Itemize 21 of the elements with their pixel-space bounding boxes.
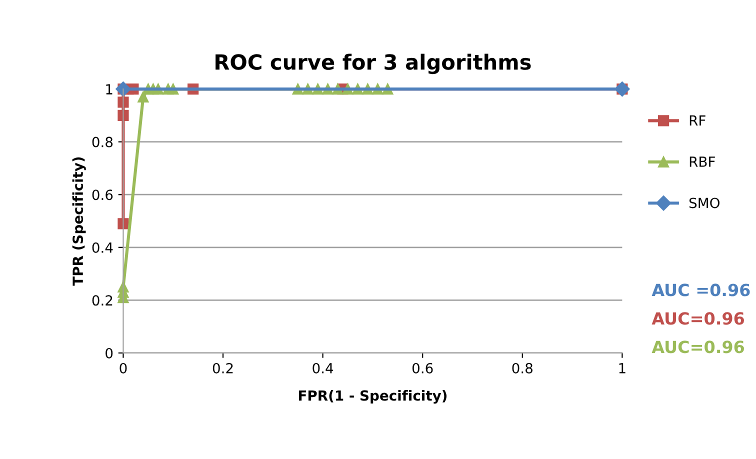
x-tick-label: 0.8 <box>512 362 532 374</box>
x-tick-label: 0.2 <box>212 362 233 374</box>
legend-label: RF <box>690 115 706 126</box>
x-axis-title: FPR(1 - Specificity) <box>298 390 447 404</box>
x-tick-label: 0.4 <box>312 362 334 374</box>
x-tick-label: 0.6 <box>412 362 433 374</box>
y-tick-label: 1 <box>106 84 112 94</box>
text: AUC =0.96 <box>652 284 750 296</box>
x-tick-label: 1 <box>619 363 626 374</box>
x-tick-label: 0 <box>120 362 127 374</box>
y-axis-title: TPR (Specificity) <box>72 157 86 286</box>
y-tick-label: 0 <box>106 348 113 358</box>
y-tick-label: 0.4 <box>92 242 113 253</box>
legend-label: SMO <box>689 198 720 208</box>
legend-label: RBF <box>690 156 715 167</box>
y-tick-label: 0.6 <box>92 190 113 200</box>
y-tick-label: 0.8 <box>92 136 113 148</box>
chart-title: ROC curve for 3 algorithms <box>216 54 531 74</box>
y-tick-label: 0.2 <box>92 295 112 306</box>
text: AUC=0.96 <box>652 312 744 325</box>
text: AUC=0.96 <box>652 340 744 354</box>
